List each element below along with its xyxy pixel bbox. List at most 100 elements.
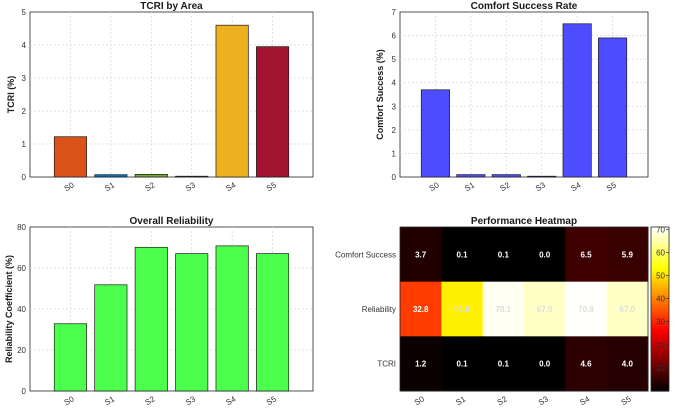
colorbar-tick-label: 30 — [656, 318, 665, 327]
x-tick-label: S0 — [63, 180, 76, 193]
bar-s1 — [94, 174, 128, 178]
colorbar-segment — [651, 273, 669, 277]
heatmap-cell — [524, 281, 566, 337]
bar-s5 — [256, 46, 290, 178]
chart-tcri: 0 1 2 3 4 5 S0 S1 S2 S3 S4 S5 TCRI by Area TCRI (%) — [6, 1, 314, 193]
colorbar-segment — [651, 257, 669, 261]
colorbar-segment — [651, 240, 669, 244]
colorbar-segment — [651, 243, 669, 247]
colorbar-segment — [651, 328, 669, 332]
y-tick-label: 3 — [392, 102, 397, 111]
heatmap-value: 67.0 — [620, 305, 636, 314]
chart-title: TCRI by Area — [140, 1, 203, 12]
colorbar-segment — [651, 287, 669, 291]
colorbar-segment — [651, 292, 669, 296]
row-label: TCRI — [377, 360, 396, 369]
colorbar-segment — [651, 303, 669, 307]
heatmap-value: 0.1 — [498, 360, 510, 369]
heatmap-cell — [400, 336, 442, 392]
bar-s0 — [53, 323, 87, 392]
chart-title: Performance Heatmap — [471, 216, 577, 227]
colorbar-tick-label: 50 — [656, 272, 665, 281]
colorbar-segment — [651, 237, 669, 242]
colorbar-segment — [651, 268, 669, 272]
heatmap-value: 70.8 — [578, 305, 594, 314]
heatmap-cell — [565, 336, 608, 392]
colorbar-segment — [651, 325, 669, 329]
x-tick-label: S0 — [63, 394, 76, 407]
colorbar-segment — [651, 265, 669, 269]
y-tick-label: 5 — [22, 8, 27, 17]
colorbar-segment — [651, 278, 669, 283]
heatmap-value: 32.8 — [413, 305, 429, 314]
colorbar-segment — [651, 300, 669, 305]
colorbar-segment — [651, 232, 669, 236]
row-label: Comfort Success — [335, 250, 396, 259]
plot-area — [399, 226, 649, 392]
x-tick-label: S1 — [454, 394, 467, 407]
heatmap-value: 0.0 — [539, 250, 551, 259]
x-tick-label: S2 — [499, 180, 512, 193]
colorbar-segment — [651, 355, 669, 359]
colorbar-segment — [651, 336, 669, 340]
heatmap-cell — [441, 336, 484, 392]
y-tick-label: 0 — [22, 173, 27, 182]
chart-title: Overall Reliability — [130, 216, 214, 227]
heatmap-value: 4.0 — [622, 360, 634, 369]
heatmap-value: 1.2 — [415, 360, 427, 369]
row-label: Reliability — [362, 305, 396, 314]
colorbar-segment — [651, 347, 669, 351]
colorbar-tick-label: 20 — [656, 341, 665, 350]
colorbar-segment — [651, 363, 669, 367]
colorbar-segment — [651, 270, 669, 275]
x-tick-label: S3 — [537, 394, 550, 407]
heatmap-cell — [565, 281, 608, 337]
bar-s1 — [456, 174, 486, 178]
chart-title: Comfort Success Rate — [471, 1, 578, 12]
chart-heatmap: 3.7 0.1 0.1 0.0 6.5 5.9 Comfort Success 32.8 51.… — [335, 216, 649, 407]
colorbar-segment — [651, 254, 669, 258]
x-tick-label: S0 — [428, 180, 441, 193]
colorbar-segment — [651, 377, 669, 381]
colorbar-segment — [651, 341, 669, 346]
colorbar-segment — [651, 251, 669, 255]
x-tick-label: S3 — [184, 180, 197, 193]
bar-s4 — [215, 245, 249, 392]
colorbar-segment — [651, 382, 669, 387]
colorbar-tick-label: 60 — [656, 248, 665, 257]
bar-s3 — [175, 175, 209, 178]
colorbar-segment — [651, 319, 669, 324]
colorbar-segment — [651, 388, 669, 392]
heatmap-value: 6.5 — [580, 250, 592, 259]
colorbar-segment — [651, 330, 669, 335]
y-tick-label: 0 — [22, 387, 27, 396]
x-tick-label: S4 — [224, 394, 237, 407]
colorbar-segment — [651, 333, 669, 337]
x-tick-label: S4 — [569, 180, 582, 193]
heatmap-cell — [524, 336, 566, 392]
colorbar-segment — [651, 314, 669, 318]
bar-s2 — [491, 174, 521, 178]
x-tick-label: S5 — [620, 394, 633, 407]
bar-s2 — [134, 174, 168, 178]
heatmap-cell — [606, 227, 649, 283]
colorbar-segment — [651, 385, 669, 389]
heatmap-value: 3.7 — [415, 250, 427, 259]
y-tick-label: 3 — [22, 74, 27, 83]
colorbar-segment — [651, 276, 669, 280]
colorbar-segment — [651, 229, 669, 234]
x-tick-label: S5 — [265, 394, 278, 407]
x-tick-label: S3 — [534, 180, 547, 193]
y-tick-label: 20 — [17, 346, 26, 355]
colorbar-segment — [651, 360, 669, 365]
heatmap-cell — [482, 281, 525, 337]
heatmap-cell — [606, 336, 649, 392]
bar-s4 — [562, 23, 592, 178]
heatmap-value: 70.1 — [496, 305, 512, 314]
colorbar: 10 20 30 40 50 60 70 — [650, 225, 670, 392]
y-tick-label: 6 — [392, 32, 397, 41]
heatmap-cell — [441, 281, 484, 337]
y-axis-label: TCRI (%) — [6, 76, 16, 114]
heatmap-cell — [606, 281, 649, 337]
